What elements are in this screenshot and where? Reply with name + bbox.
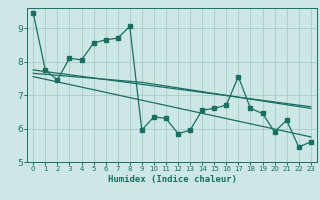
X-axis label: Humidex (Indice chaleur): Humidex (Indice chaleur) (108, 175, 236, 184)
